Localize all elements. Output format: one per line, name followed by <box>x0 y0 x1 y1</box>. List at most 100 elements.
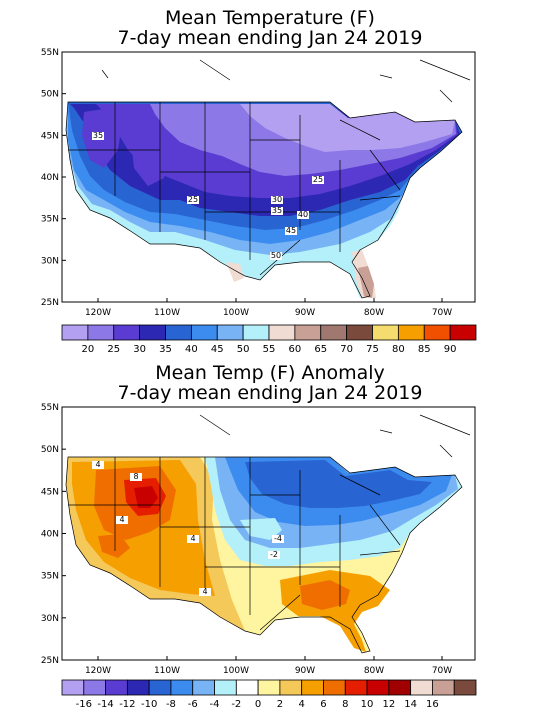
top-title-line2: 7-day mean ending Jan 24 2019 <box>118 27 423 49</box>
colorbar-label: 60 <box>289 344 302 355</box>
colorbar-label: 80 <box>392 344 405 355</box>
lat-label: 40N <box>41 530 59 540</box>
lat-label: 35N <box>41 215 59 225</box>
bottom-west-10to12 <box>134 486 158 508</box>
colorbar-swatch <box>192 679 215 696</box>
colorbar-swatch <box>139 324 166 341</box>
colorbar-swatch <box>83 679 106 696</box>
contour-label: 25 <box>188 195 198 204</box>
lon-label: 120W <box>85 666 111 676</box>
lon-label: 110W <box>154 308 180 318</box>
lat-label: 50N <box>41 90 59 100</box>
colorbar-swatch <box>113 324 141 341</box>
lon-label: 80W <box>364 666 384 676</box>
colorbar-label: 40 <box>185 344 198 355</box>
contour-label-box <box>312 176 324 184</box>
colorbar-label: 85 <box>418 344 431 355</box>
colorbar-label: 8 <box>342 699 348 709</box>
lat-label: 25N <box>41 298 59 308</box>
colorbar-label: -4 <box>210 699 220 709</box>
bottom-plains-patch <box>240 518 282 540</box>
colorbar-label: 75 <box>366 344 379 355</box>
contour-label: 4 <box>202 587 207 596</box>
colorbar-label: 16 <box>426 699 439 709</box>
lat-label: 25N <box>41 656 59 666</box>
colorbar-swatch <box>453 679 477 696</box>
colorbar-swatch <box>432 679 455 696</box>
colorbar-swatch <box>165 324 192 341</box>
colorbar-swatch <box>320 324 348 341</box>
colorbar-label: -6 <box>188 699 198 709</box>
lon-label: 70W <box>432 666 452 676</box>
colorbar-label: -2 <box>231 699 241 709</box>
colorbar-swatch <box>148 679 172 696</box>
colorbar-swatch <box>366 679 390 696</box>
lat-label: 50N <box>41 445 59 455</box>
colorbar-label: 0 <box>255 699 261 709</box>
contour-label: 35 <box>272 206 282 215</box>
lon-label: 100W <box>223 666 249 676</box>
colorbar-label: -12 <box>119 699 135 709</box>
colorbar-label: 2 <box>277 699 283 709</box>
lon-label: 110W <box>154 666 180 676</box>
top-axes: 55N 50N 45N 40N 35N 30N 25N 120W 110W 100W 90W 80W 7… <box>41 48 452 318</box>
contour-label-box <box>130 473 142 481</box>
lat-label: 55N <box>41 403 59 413</box>
lon-label: 120W <box>85 308 111 318</box>
colorbar-label: 50 <box>237 344 250 355</box>
top-panel: Mean Temperature (F) 7-day mean ending J… <box>41 7 477 355</box>
bottom-west-core-sw <box>98 534 130 558</box>
colorbar-label: 25 <box>107 344 120 355</box>
colorbar-label: 35 <box>159 344 172 355</box>
lon-label: 100W <box>223 308 249 318</box>
contour-label-box <box>92 461 104 469</box>
colorbar-swatch <box>61 679 85 696</box>
colorbar-swatch <box>190 324 218 341</box>
contour-label: 40 <box>298 210 308 219</box>
colorbar-label: -16 <box>76 699 92 709</box>
contour-label-box <box>297 211 309 219</box>
colorbar-label: 6 <box>320 699 326 709</box>
colorbar-label: 55 <box>263 344 276 355</box>
colorbar-swatch <box>242 324 270 341</box>
colorbar-swatch <box>346 324 373 341</box>
top-band-65 <box>358 266 374 298</box>
lat-label: 40N <box>41 173 59 183</box>
colorbar-swatch <box>235 679 259 696</box>
top-colorbar: 20 25 30 35 40 45 50 55 60 65 70 75 80 85 90 <box>61 324 477 355</box>
contour-label-box <box>271 196 283 204</box>
lat-label: 35N <box>41 572 59 582</box>
contour-label-box <box>116 516 128 524</box>
lon-label: 70W <box>432 308 452 318</box>
contour-label: 4 <box>190 534 195 543</box>
bottom-title-line1: Mean Temp (F) Anomaly <box>155 362 385 384</box>
colorbar-label: 12 <box>382 699 395 709</box>
contour-label: 45 <box>286 226 296 235</box>
contour-label: 25 <box>313 175 323 184</box>
colorbar-swatch <box>268 324 296 341</box>
colorbar-swatch <box>279 679 303 696</box>
colorbar-label: 65 <box>314 344 327 355</box>
colorbar-label: 45 <box>211 344 224 355</box>
colorbar-label: -14 <box>97 699 113 709</box>
lat-label: 30N <box>41 256 59 266</box>
contour-label-box <box>271 207 283 215</box>
lon-label: 90W <box>295 308 315 318</box>
lat-label: 45N <box>41 131 59 141</box>
contour-label: 50 <box>271 251 281 260</box>
contour-label-box <box>92 132 104 140</box>
colorbar-swatch <box>170 679 194 696</box>
colorbar-swatch <box>301 679 324 696</box>
bottom-southeast-6to8 <box>300 580 350 610</box>
contour-label-box <box>187 535 199 543</box>
colorbar-label: 14 <box>404 699 417 709</box>
contour-label: -4 <box>274 534 282 543</box>
colorbar-label: 4 <box>298 699 304 709</box>
colorbar-swatch <box>214 679 237 696</box>
bottom-contour-labels: 4 8 4 4 -4 -2 4 <box>92 460 284 596</box>
colorbar-label: 70 <box>340 344 353 355</box>
contour-label: -2 <box>270 550 278 559</box>
contour-label-box <box>199 588 211 596</box>
